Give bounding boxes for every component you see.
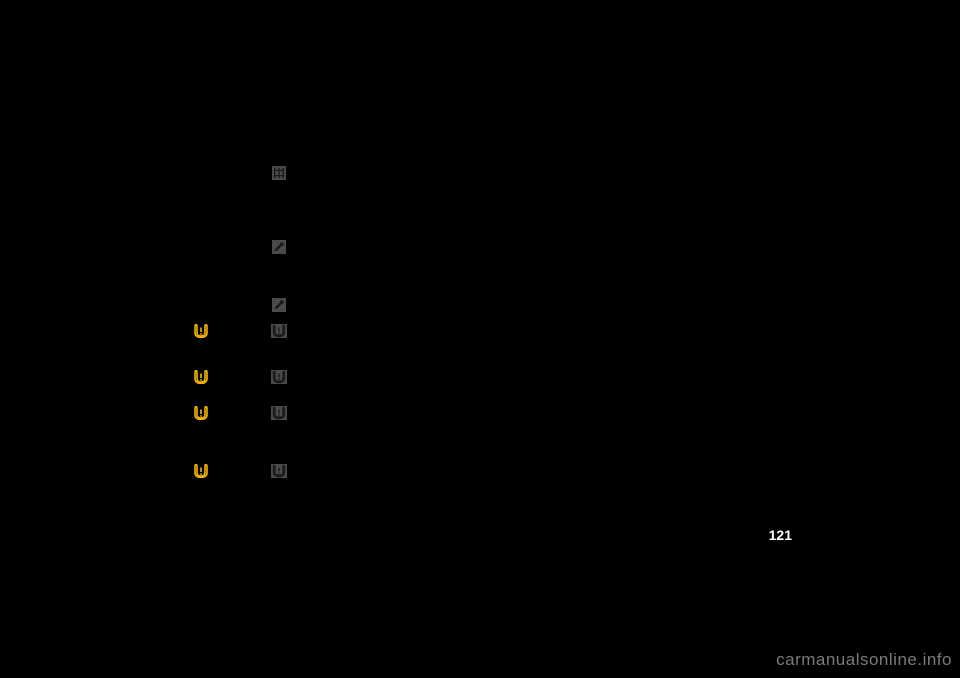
service-wrench-icon xyxy=(270,296,288,314)
tpms-warning-icon xyxy=(192,462,210,480)
tpms-icon xyxy=(270,368,288,386)
service-wrench-icon xyxy=(270,238,288,256)
windshield-heater-icon xyxy=(270,164,288,182)
watermark-text: carmanualsonline.info xyxy=(776,650,952,670)
tpms-warning-icon xyxy=(192,322,210,340)
tpms-icon xyxy=(270,322,288,340)
tpms-warning-icon xyxy=(192,368,210,386)
tpms-icon xyxy=(270,462,288,480)
tpms-icon xyxy=(270,404,288,422)
tpms-warning-icon xyxy=(192,404,210,422)
page-number: 121 xyxy=(769,527,792,543)
manual-page: 121 carmanualsonline.info xyxy=(0,0,960,678)
